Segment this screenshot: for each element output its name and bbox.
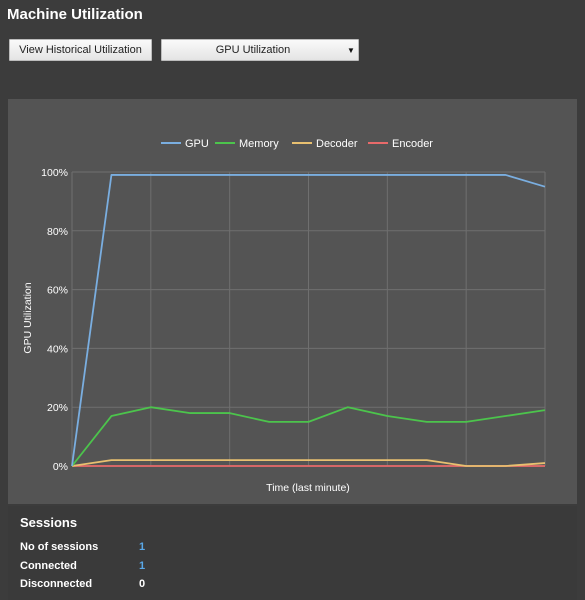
y-axis-ticks: 0% 20% 40% 60% 80% 100% bbox=[41, 167, 68, 473]
y-tick-label: 60% bbox=[47, 285, 68, 297]
legend-label-memory[interactable]: Memory bbox=[239, 138, 279, 150]
disconnected-value: 0 bbox=[139, 578, 146, 590]
y-tick-label: 80% bbox=[47, 226, 68, 238]
legend-label-decoder[interactable]: Decoder bbox=[316, 138, 358, 150]
connected-value[interactable]: 1 bbox=[139, 560, 146, 572]
series-line-decoder bbox=[71, 459, 546, 467]
utilization-type-select[interactable]: GPU Utilization ▼ bbox=[161, 39, 359, 61]
utilization-chart: GPU Memory Decoder Encoder 0% 20% 40% 60% 80% 10… bbox=[22, 138, 546, 494]
disconnected-label: Disconnected bbox=[20, 578, 93, 590]
y-tick-label: 40% bbox=[47, 343, 68, 355]
no-of-sessions-label: No of sessions bbox=[20, 541, 99, 553]
chart-panel: GPU Memory Decoder Encoder 0% 20% 40% 60% 80% 10… bbox=[8, 99, 577, 504]
series-line-memory bbox=[71, 406, 546, 467]
no-of-sessions-value[interactable]: 1 bbox=[139, 541, 146, 553]
legend-label-gpu[interactable]: GPU bbox=[185, 138, 209, 150]
y-tick-label: 20% bbox=[47, 402, 68, 414]
y-tick-label: 0% bbox=[53, 461, 68, 473]
utilization-type-select-value: GPU Utilization bbox=[215, 44, 291, 56]
chart-legend: GPU Memory Decoder Encoder bbox=[161, 138, 433, 150]
x-axis-label: Time (last minute) bbox=[266, 482, 350, 494]
chart-series bbox=[71, 174, 546, 467]
y-axis-label: GPU Utilization bbox=[22, 282, 34, 353]
series-line-gpu bbox=[71, 174, 546, 467]
chevron-down-icon: ▼ bbox=[347, 45, 355, 55]
page-title: Machine Utilization bbox=[7, 6, 143, 23]
y-tick-label: 100% bbox=[41, 167, 68, 179]
sessions-panel: Sessions No of sessions 1 Connected 1 Di… bbox=[8, 506, 577, 600]
view-historical-utilization-button[interactable]: View Historical Utilization bbox=[9, 39, 152, 61]
legend-label-encoder[interactable]: Encoder bbox=[392, 138, 433, 150]
connected-label: Connected bbox=[20, 560, 77, 572]
sessions-title: Sessions bbox=[20, 515, 78, 530]
